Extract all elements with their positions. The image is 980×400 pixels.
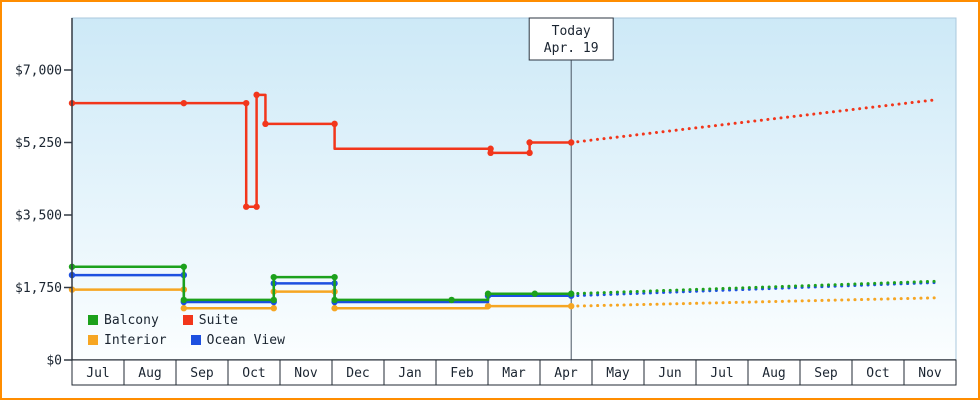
suite-swatch-icon: [182, 315, 193, 325]
data-point-marker: [243, 99, 250, 107]
x-axis-month-label: Nov: [918, 366, 942, 381]
data-point-marker: [531, 290, 538, 297]
today-label: Today: [552, 24, 591, 39]
data-point-marker: [487, 149, 494, 157]
data-point-marker: [484, 302, 492, 310]
x-axis-month-label: May: [606, 366, 630, 381]
x-axis-cell: [383, 359, 437, 386]
x-axis-month-label: Jun: [658, 366, 681, 381]
legend: Balcony Suite Interior Ocean View: [88, 310, 309, 350]
x-axis-month-label: Dec: [346, 366, 369, 381]
legend-item-balcony: Balcony: [88, 313, 159, 328]
x-axis-cell: [903, 359, 957, 386]
y-axis-label: $7,000: [15, 64, 62, 79]
balcony-swatch-icon: [88, 315, 98, 325]
forecast-line-balcony: [569, 279, 937, 296]
x-axis-month-label: Mar: [502, 366, 526, 381]
data-point-marker: [243, 203, 250, 210]
data-point-marker: [270, 305, 277, 312]
x-axis-month-label: Aug: [138, 366, 161, 381]
today-date: Apr. 19: [544, 41, 599, 56]
data-point-marker: [526, 149, 533, 157]
data-point-marker: [331, 120, 338, 128]
series-group: [68, 91, 937, 312]
x-axis-cell: [227, 359, 281, 386]
legend-item-ocean-view: Ocean View: [190, 332, 285, 348]
y-axis-label: $0: [46, 354, 62, 369]
data-point-marker: [331, 273, 338, 281]
data-point-marker: [253, 91, 260, 99]
x-axis-month-label: Jul: [86, 366, 109, 381]
legend-label-balcony: Balcony: [104, 312, 159, 328]
x-axis-month-label: Aug: [762, 366, 785, 381]
x-axis-month-label: Jul: [710, 366, 733, 381]
legend-label-interior: Interior: [104, 332, 167, 348]
y-axis-label: $1,750: [15, 281, 62, 296]
x-axis-month-label: Sep: [814, 366, 838, 381]
x-axis-month-label: Feb: [450, 366, 474, 381]
x-axis-cell: [175, 359, 229, 386]
today-box: [528, 17, 614, 61]
data-point-marker: [331, 305, 338, 312]
data-point-marker: [180, 99, 187, 107]
x-axis-cell: [591, 359, 645, 386]
data-point-marker: [180, 296, 187, 304]
x-axis-cell: [643, 359, 697, 386]
legend-label-suite: Suite: [198, 312, 238, 328]
x-axis-cell: [71, 359, 125, 386]
data-point-marker: [448, 296, 455, 304]
data-point-marker: [180, 263, 187, 270]
x-axis-cell: [279, 359, 333, 386]
data-point-marker: [180, 305, 187, 312]
x-axis-month-label: Apr: [554, 366, 578, 381]
data-point-marker: [253, 203, 260, 210]
data-point-marker: [270, 296, 277, 304]
data-point-marker: [568, 302, 575, 310]
x-axis-month-label: Oct: [866, 366, 889, 381]
data-point-marker: [568, 290, 575, 297]
x-axis-cell: [695, 359, 749, 386]
today-callout: Today Apr. 19: [528, 17, 614, 61]
ocean-view-swatch-icon: [190, 335, 201, 345]
data-point-marker: [331, 296, 338, 304]
interior-swatch-icon: [88, 335, 98, 345]
x-axis-month-label: Oct: [242, 366, 265, 381]
y-axis-label: $3,500: [15, 209, 62, 224]
data-point-marker: [568, 139, 575, 146]
data-point-marker: [526, 139, 533, 146]
x-axis-month-label: Jan: [398, 366, 421, 381]
x-axis-cells-group: Jul Aug Sep Oct Nov Dec Jan Feb Mar Apr May Jun Jul A…: [71, 359, 957, 386]
data-point-marker: [484, 290, 492, 297]
y-axis-label: $5,250: [15, 136, 62, 151]
forecast-line-interior: [569, 296, 937, 308]
x-axis-cell: [747, 359, 801, 386]
x-axis-cell: [123, 359, 177, 386]
x-axis-cell: [331, 359, 385, 386]
data-point-marker: [262, 120, 269, 128]
y-axis-labels-group: $0 $1,750 $3,500 $5,250 $7,000: [15, 64, 72, 369]
legend-row-1: Balcony Suite: [88, 310, 309, 330]
legend-item-interior: Interior: [88, 333, 167, 348]
data-point-marker: [270, 273, 277, 281]
legend-label-ocean-view: Ocean View: [206, 332, 285, 348]
legend-item-suite: Suite: [182, 312, 238, 328]
x-axis-cell: [539, 359, 593, 386]
x-axis-month-label: Sep: [190, 366, 214, 381]
x-axis-month-label: Nov: [294, 366, 318, 381]
x-axis-cell: [487, 359, 541, 386]
legend-row-2: Interior Ocean View: [88, 330, 309, 350]
